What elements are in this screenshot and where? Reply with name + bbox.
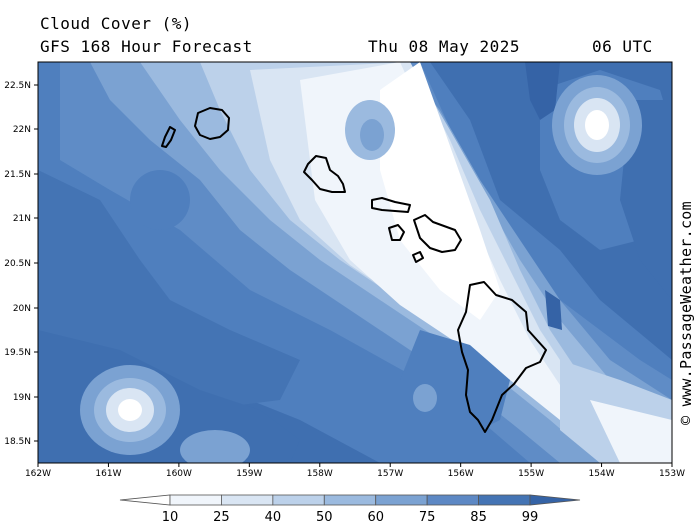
colorbar-box [272,494,325,506]
lat-label: 22N [13,125,31,135]
site-credit: © www.PassageWeather.com [677,201,695,425]
colorbar-box [169,494,222,506]
lon-label: 156W [448,469,474,479]
island-maui [413,214,462,253]
colorbar-box [426,494,479,506]
colorbar-label: 60 [367,510,384,525]
island-kahoolawe [412,251,424,263]
colorbar-box [323,494,377,506]
colorbar-low-arrow [119,494,171,506]
colorbar-label: 85 [470,510,487,525]
lon-label: 153W [659,469,685,479]
colorbar-label: 40 [265,510,282,525]
lat-label: 18.5N [4,437,31,447]
colorbar-label: 10 [162,510,179,525]
chart-title: Cloud Cover (%) [40,14,192,33]
lon-label: 160W [166,469,192,479]
colorbar-label: 75 [419,510,436,525]
island-oahu [303,155,346,193]
lat-label: 22.5N [4,81,31,91]
colorbar-high-arrow [529,494,581,506]
lon-label: 155W [518,469,544,479]
cloud-field [38,62,672,463]
island-hawaii [457,281,547,433]
lon-label: 161W [95,469,121,479]
lat-label: 19N [13,393,31,403]
colorbar: 10 25 40 50 60 75 85 99 [119,494,581,525]
lon-ticks: 162W 161W 160W 159W 158W 157W 156W 155W 154W 153W [25,463,685,479]
colorbar-box [375,494,428,506]
forecast-time: 06 UTC [592,37,653,56]
colorbar-box [221,494,274,506]
lat-label: 20N [13,304,31,314]
lat-ticks: 22.5N 22N 21.5N 21N 20.5N 20N 19.5N 19N 18.5N [4,81,38,447]
forecast-date: Thu 08 May 2025 [368,37,520,56]
island-molokai [371,197,411,213]
islands [161,107,547,433]
lon-label: 154W [589,469,615,479]
lon-label: 158W [307,469,333,479]
island-kauai [194,107,230,140]
lat-label: 21.5N [4,170,31,180]
lon-label: 157W [377,469,403,479]
island-lanai [388,224,405,241]
lat-label: 19.5N [4,348,31,358]
colorbar-box [478,494,531,506]
colorbar-label: 50 [316,510,333,525]
lat-label: 20.5N [4,259,31,269]
island-niihau [161,126,176,148]
lon-label: 159W [236,469,262,479]
colorbar-label: 99 [522,510,539,525]
forecast-label: GFS 168 Hour Forecast [40,37,253,56]
lat-label: 21N [13,214,31,224]
lon-label: 162W [25,469,51,479]
colorbar-label: 25 [213,510,230,525]
